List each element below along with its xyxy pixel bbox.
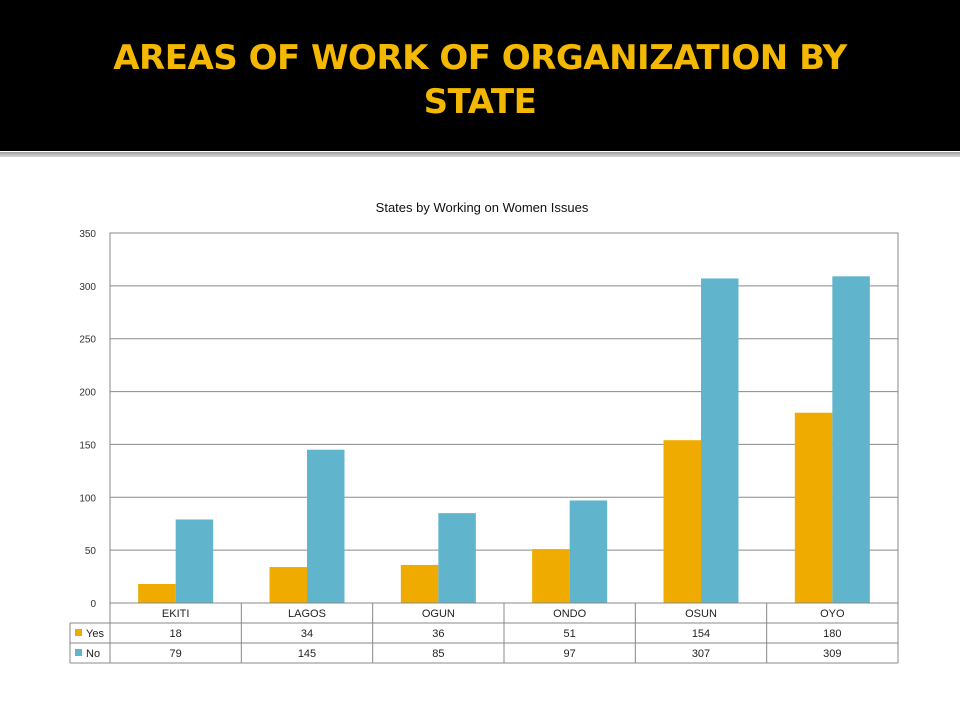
header-divider [0,152,960,157]
y-tick-label: 150 [79,440,96,451]
y-tick-label: 200 [79,388,96,399]
category-label: EKITI [162,608,190,620]
data-label: 18 [170,628,182,640]
category-label: OGUN [422,608,455,620]
data-label: 154 [692,628,710,640]
legend-label: Yes [86,628,104,640]
y-tick-label: 300 [79,282,96,293]
legend-swatch-no [75,649,82,656]
data-label: 36 [432,628,444,640]
data-label: 180 [823,628,841,640]
plot-area [109,232,899,604]
bar-no [175,519,214,603]
data-label: 309 [823,648,841,660]
bar-no [307,449,345,603]
bar-yes [532,549,570,603]
category-label: ONDO [553,608,586,620]
title-bar [0,0,960,151]
bar-yes [794,412,833,603]
category-label: LAGOS [288,608,326,620]
data-label: 34 [301,628,313,640]
bar-yes [663,440,701,603]
data-label: 97 [564,648,576,660]
legend-swatch-yes [75,629,82,636]
y-tick-label: 50 [85,546,97,557]
bar-yes [400,564,439,603]
y-tick-label: 100 [79,493,96,504]
data-label: 145 [298,648,316,660]
bar-yes [138,583,176,603]
y-tick-label: 350 [79,229,96,240]
y-tick-label: 250 [79,335,96,346]
data-label: 51 [564,628,576,640]
data-label: 79 [170,648,182,660]
category-label: OYO [820,608,845,620]
category-label: OSUN [685,608,717,620]
bar-no [832,276,870,603]
bar-yes [269,567,307,603]
y-tick-label: 0 [90,599,96,610]
chart-title: States by Working on Women Issues [376,200,589,215]
bar-no [569,500,608,603]
bar-no [701,278,739,603]
slide-title: AREAS OF WORK OF ORGANIZATION BY STATE [113,38,847,122]
data-label: 307 [692,648,710,660]
data-label: 85 [432,648,444,660]
legend-label: No [86,648,100,660]
bar-no [438,513,476,603]
